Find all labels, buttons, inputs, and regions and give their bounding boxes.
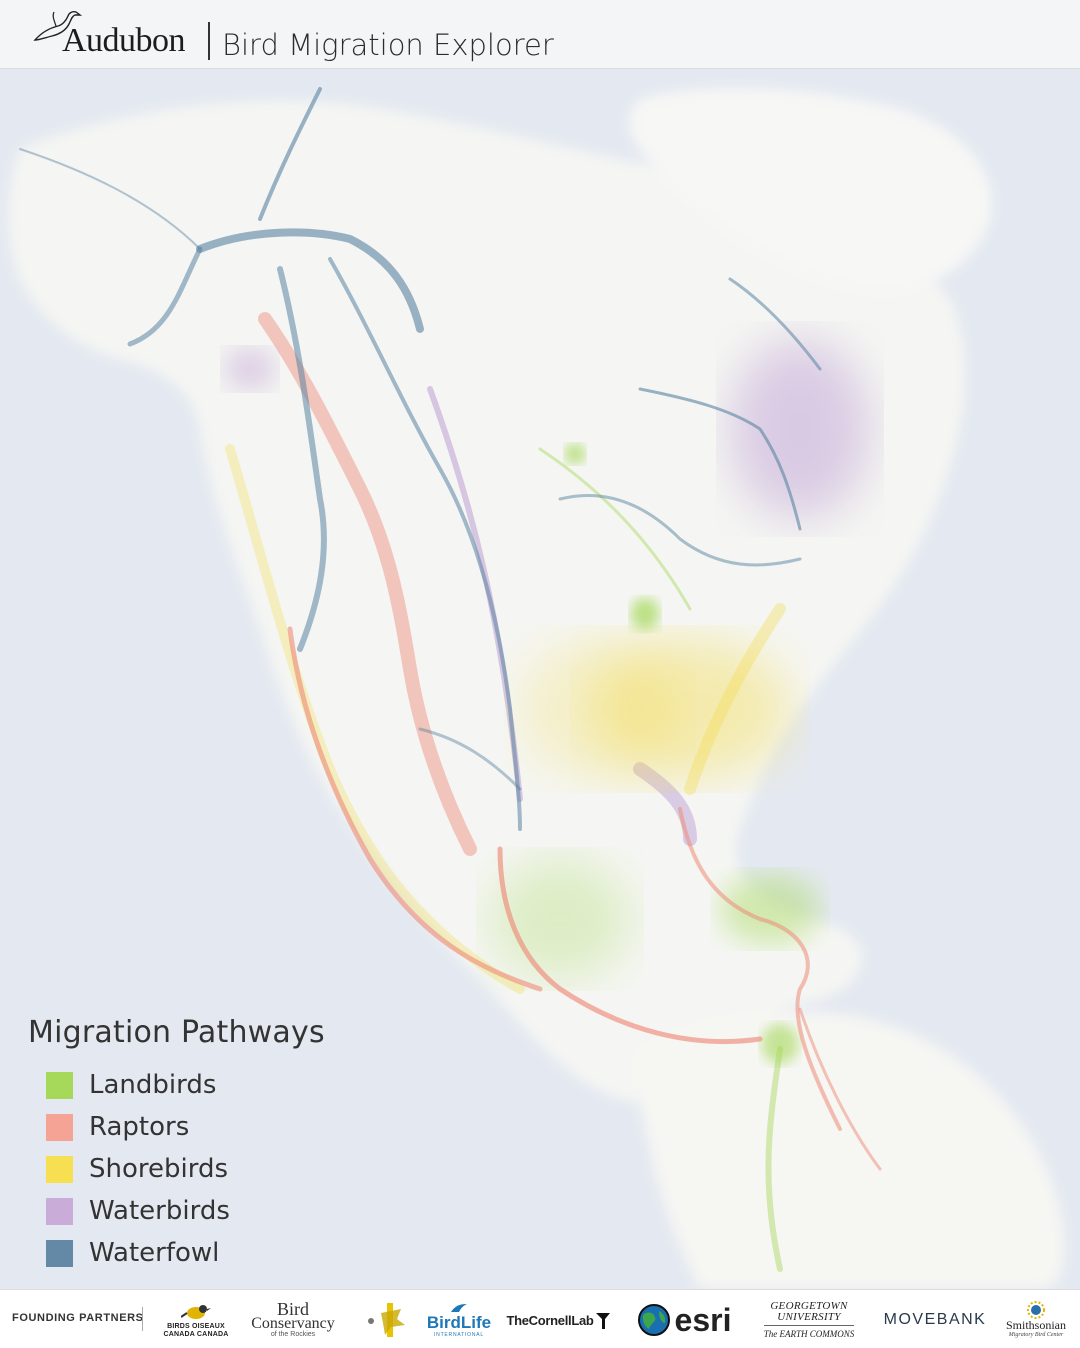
partners-footer: FOUNDING PARTNERS BIRDS OISEAUX CANADA C… bbox=[0, 1289, 1080, 1348]
shorebirds-swatch bbox=[46, 1155, 73, 1183]
cornell-bird-icon bbox=[595, 1313, 610, 1329]
birdlife-bird-icon bbox=[451, 1304, 467, 1312]
legend-label: Shorebirds bbox=[89, 1154, 229, 1184]
raptors-pathways[interactable] bbox=[258, 312, 882, 1171]
legend-label: Waterbirds bbox=[89, 1196, 230, 1226]
waterfowl-pathways[interactable] bbox=[19, 87, 822, 831]
landbirds-south-cluster bbox=[761, 1023, 799, 1065]
landbirds-canada-cluster bbox=[564, 443, 586, 465]
waterfowl-arctic-line bbox=[258, 87, 322, 221]
genoscape-bird-icon bbox=[368, 1303, 405, 1337]
landbirds-midwest-cluster bbox=[630, 597, 660, 631]
legend-item-waterfowl[interactable]: Waterfowl bbox=[28, 1232, 328, 1274]
map-legend: Migration Pathways Landbirds Raptors Sho… bbox=[28, 1015, 328, 1274]
esri-globe-icon bbox=[637, 1304, 670, 1336]
legend-label: Landbirds bbox=[89, 1070, 217, 1100]
partner-birds-canada[interactable]: BIRDS OISEAUX CANADA CANADA bbox=[160, 1298, 232, 1342]
raptors-andes bbox=[798, 1007, 882, 1171]
shorebirds-pathways[interactable] bbox=[225, 444, 791, 994]
partner-esri[interactable]: esri bbox=[632, 1298, 736, 1342]
legend-label: Waterfowl bbox=[89, 1238, 220, 1268]
legend-item-waterbirds[interactable]: Waterbirds bbox=[28, 1190, 328, 1232]
brand-name[interactable]: Audubon bbox=[62, 22, 186, 59]
waterfowl-mackenzie bbox=[328, 257, 522, 831]
esri-text: esri bbox=[674, 1301, 732, 1338]
partners-label: FOUNDING PARTNERS bbox=[12, 1312, 144, 1324]
legend-item-shorebirds[interactable]: Shorebirds bbox=[28, 1148, 328, 1190]
partner-bird-conservancy[interactable]: Bird Conservancy of the Rockies bbox=[246, 1298, 340, 1342]
landbirds-swatch bbox=[46, 1071, 73, 1099]
bcr-text-1: Bird bbox=[276, 1299, 309, 1319]
waterfowl-alaska-coast bbox=[127, 246, 203, 347]
waterfowl-east-network bbox=[558, 493, 802, 567]
raptors-rockies-corridor bbox=[258, 312, 477, 856]
waterfowl-hudson-arc bbox=[638, 387, 802, 531]
birds-canada-text-1: BIRDS OISEAUX bbox=[167, 1323, 225, 1330]
georgetown-text-3: The EARTH COMMONS bbox=[763, 1324, 855, 1340]
partner-birdlife[interactable]: BirdLife INTERNATIONAL bbox=[426, 1298, 492, 1342]
south-america-land bbox=[636, 1011, 1064, 1289]
raptors-pacific-coast bbox=[287, 626, 543, 992]
raptors-central-america bbox=[497, 846, 763, 1044]
georgetown-text-1: GEORGETOWN bbox=[770, 1299, 848, 1312]
partner-cornell-lab[interactable]: TheCornellLab bbox=[502, 1298, 614, 1342]
raptors-florida bbox=[678, 807, 842, 1131]
raptors-swatch bbox=[46, 1113, 73, 1141]
shorebirds-midwest-cluster bbox=[519, 638, 681, 780]
egret-logo-icon bbox=[33, 11, 82, 41]
bcr-text-3: of the Rockies bbox=[270, 1331, 316, 1338]
birds-canada-text-2: CANADA CANADA bbox=[163, 1331, 229, 1338]
smithsonian-text-2: Migratory Bird Center bbox=[1008, 1332, 1064, 1338]
smithsonian-text-1: Smithsonian bbox=[1005, 1318, 1066, 1332]
landbirds-south-america-path bbox=[765, 1046, 783, 1272]
georgetown-text-2: UNIVERSITY bbox=[777, 1310, 841, 1323]
waterfowl-pacific-flyway bbox=[277, 266, 327, 652]
waterfowl-bering-line bbox=[19, 148, 201, 250]
map-canvas[interactable] bbox=[0, 69, 1080, 1289]
waterbirds-alaska-cluster bbox=[224, 348, 276, 390]
footer-divider bbox=[142, 1307, 143, 1331]
birdlife-text-2: INTERNATIONAL bbox=[433, 1332, 485, 1338]
landbirds-caribbean-cluster bbox=[719, 873, 821, 945]
partner-georgetown[interactable]: GEORGETOWN UNIVERSITY The EARTH COMMONS bbox=[754, 1298, 864, 1342]
cornell-text: TheCornellLab bbox=[506, 1312, 594, 1328]
legend-item-raptors[interactable]: Raptors bbox=[28, 1106, 328, 1148]
waterbirds-pathways[interactable] bbox=[224, 338, 871, 846]
migration-map[interactable] bbox=[0, 69, 1080, 1289]
waterfowl-alaska-arc bbox=[196, 228, 424, 333]
smithsonian-sun-icon bbox=[1027, 1301, 1045, 1319]
birds-canada-bird-icon bbox=[181, 1305, 211, 1319]
legend-item-landbirds[interactable]: Landbirds bbox=[28, 1064, 328, 1106]
waterbirds-swatch bbox=[46, 1197, 73, 1225]
waterbirds-gulf-path bbox=[633, 762, 697, 846]
waterbirds-atlantic-cluster bbox=[729, 338, 871, 520]
greenland-land bbox=[629, 88, 992, 291]
waterfowl-swatch bbox=[46, 1239, 73, 1267]
waterfowl-gulf-link bbox=[418, 727, 522, 791]
legend-title: Migration Pathways bbox=[28, 1015, 325, 1050]
app-header: Audubon Bird Migration Explorer bbox=[0, 0, 1080, 69]
birdlife-text-1: BirdLife bbox=[426, 1313, 492, 1332]
shorebirds-atlantic-path bbox=[684, 603, 786, 795]
partner-bird-genoscape[interactable] bbox=[358, 1298, 414, 1342]
landbirds-boreal-path bbox=[538, 447, 692, 611]
movebank-text: MOVEBANK bbox=[883, 1311, 987, 1328]
shorebirds-pacific-path bbox=[225, 444, 525, 994]
partner-movebank[interactable]: MOVEBANK bbox=[880, 1298, 990, 1342]
legend-label: Raptors bbox=[89, 1112, 190, 1142]
app-title: Bird Migration Explorer bbox=[222, 28, 554, 62]
partner-smithsonian[interactable]: Smithsonian Migratory Bird Center bbox=[998, 1298, 1074, 1342]
waterfowl-labrador bbox=[728, 277, 822, 371]
header-divider bbox=[208, 22, 210, 60]
bcr-text-2: Conservancy bbox=[251, 1315, 335, 1332]
